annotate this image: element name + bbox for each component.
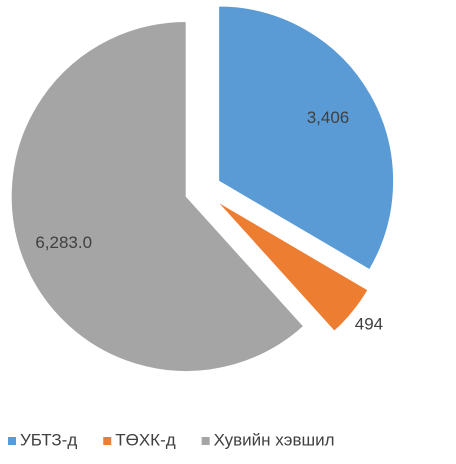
legend-swatch <box>201 437 210 445</box>
pie-slice <box>10 20 305 372</box>
legend-swatch <box>8 437 16 445</box>
pie-slice <box>218 5 395 271</box>
data-label: 6,283.0 <box>35 233 92 252</box>
pie-slice <box>216 200 369 332</box>
legend-label: Хувийн хэвшил <box>214 430 335 449</box>
data-label: 494 <box>355 315 383 334</box>
data-label: 3,406 <box>307 108 350 127</box>
legend-label: ТӨХК-д <box>115 430 176 449</box>
legend-label: УБТЗ-д <box>20 430 77 449</box>
legend-swatch <box>103 437 112 445</box>
